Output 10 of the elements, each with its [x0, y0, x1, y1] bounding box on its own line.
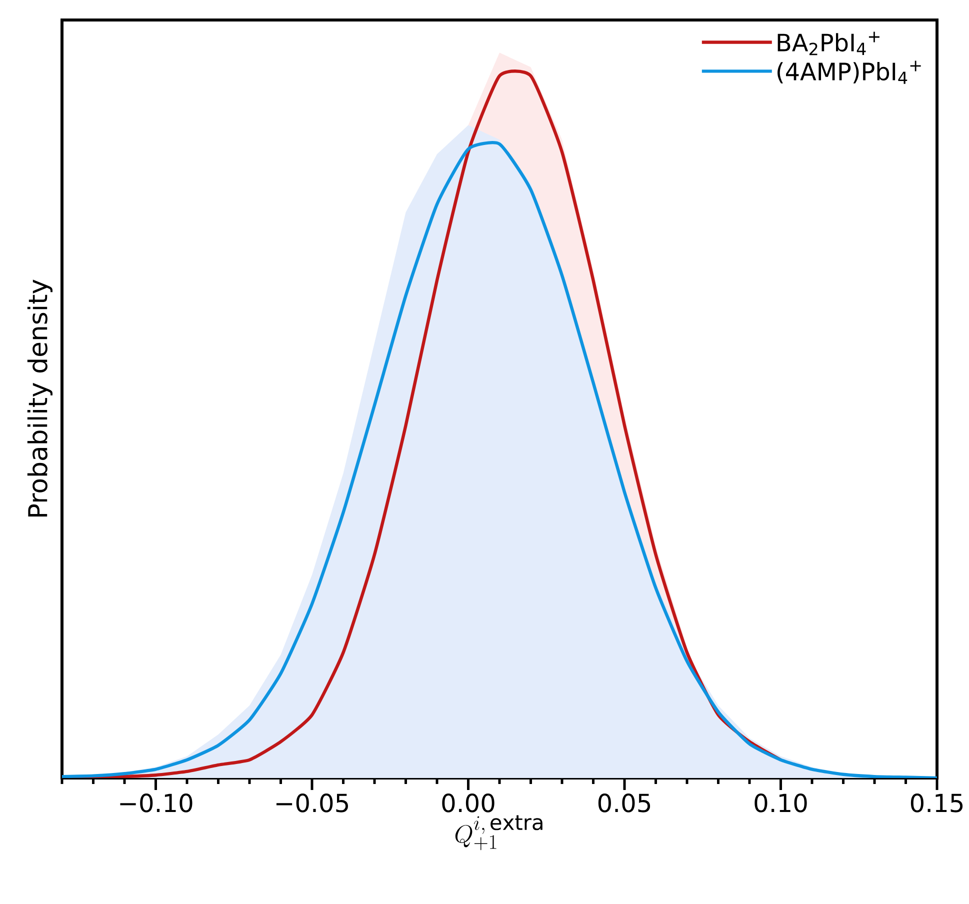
- x-tick-label: 0.00: [442, 794, 494, 812]
- x-tick-label: 0.10: [754, 794, 807, 812]
- x-axis-title: $Q^{i,\,\mathrm{extra}}_{+1}$: [455, 815, 542, 850]
- x-tick-label: 0.05: [598, 794, 650, 812]
- legend-label: (4AMP)PbI$_{4}$+: [778, 60, 921, 84]
- x-tick-label: −0.05: [276, 794, 348, 812]
- x-tick-label: −0.10: [120, 794, 192, 812]
- y-axis-title: Probability density: [27, 280, 52, 517]
- legend-label: BA$_{2}$PbI$_{4}$+: [778, 32, 880, 56]
- x-tick-label: 0.15: [910, 794, 963, 812]
